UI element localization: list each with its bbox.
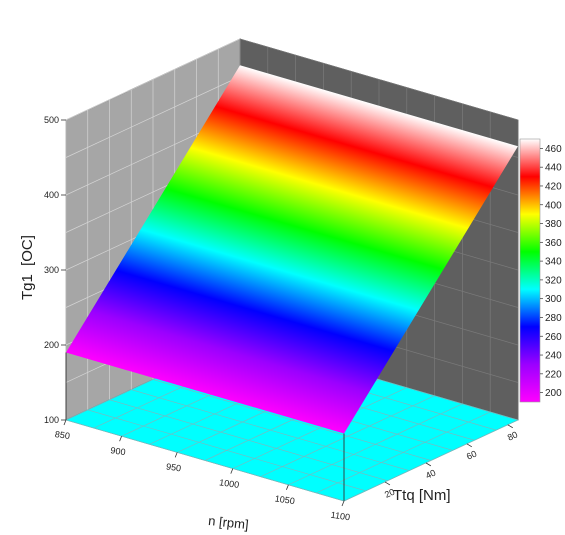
surface-edges (65, 352, 345, 501)
z-tick-label: 500 (44, 115, 59, 125)
z-tick-label: 300 (44, 265, 59, 275)
y-axis-label: Ttq [Nm] (393, 487, 451, 504)
floor-grid-line (152, 379, 432, 461)
temperature-surface (66, 65, 518, 434)
x-tick-label: 850 (54, 429, 70, 441)
x-tick-label: 950 (165, 461, 181, 473)
z-tick-label: 100 (44, 415, 59, 425)
z-tick-label: 200 (44, 340, 59, 350)
colorbar-tick-label: 420 (545, 181, 562, 192)
x-tick-label: 900 (110, 445, 126, 457)
x-tick-mark (286, 484, 289, 490)
floor-grid-line (109, 399, 388, 482)
colorbar-tick-label: 340 (545, 257, 562, 268)
colorbar-tick-label: 400 (545, 200, 562, 211)
colorbar-tick-label: 220 (545, 369, 562, 380)
x-axis-label: n [rpm] (208, 513, 250, 532)
colorbar-tick-label: 200 (545, 388, 562, 399)
colorbar-tick-label: 440 (545, 163, 562, 174)
floor-grid-line (87, 409, 366, 492)
z-axis-label-group: Tg1 [OC] (19, 235, 36, 300)
y-tick-mark (425, 462, 432, 467)
y-tick-mark (384, 481, 391, 486)
x-tick-label: 1000 (219, 477, 240, 490)
z-tick-label: 400 (44, 190, 59, 200)
z-axis-label-main: Tg1 (19, 274, 36, 300)
y-tick-label: 40 (424, 468, 437, 481)
colorbar-tick-label: 280 (545, 313, 562, 324)
x-axis-ticks: 850 900 950 1000 1050 1100 (54, 419, 351, 523)
x-tick-mark (119, 436, 122, 442)
y-axis-ticks: 20 40 60 80 (383, 424, 519, 500)
x-tick-mark (341, 500, 345, 507)
right-wall-grid-line (239, 38, 519, 121)
colorbar-tick-label: 300 (545, 294, 562, 305)
colorbar-tick-label: 320 (545, 275, 562, 286)
colorbar-tick-label: 360 (545, 238, 562, 249)
colorbar-tick-label: 380 (545, 219, 562, 230)
x-tick-mark (63, 419, 67, 426)
y-tick-label: 80 (506, 429, 519, 442)
z-axis-label: Tg1 [OC] (19, 235, 36, 300)
x-tick-label: 1100 (330, 510, 351, 523)
y-tick-mark (507, 424, 513, 429)
floor-grid-line (65, 419, 345, 502)
x-tick-mark (174, 452, 178, 458)
colorbar (519, 138, 541, 403)
z-axis-label-unit: [OC] (19, 235, 36, 266)
x-tick-mark (230, 468, 234, 474)
left-wall-grid-line (65, 38, 241, 121)
colorbar-tick-label: 460 (545, 144, 562, 155)
x-tick-label: 1050 (274, 493, 295, 506)
floor-grid-line (131, 389, 410, 471)
y-tick-label: 20 (383, 487, 396, 500)
y-tick-mark (466, 443, 473, 448)
z-axis-ticks: 100 200 300 400 500 (44, 115, 66, 425)
colorbar-ticks: 200 220 240 260 280 300 320 340 360 380 400 420 440 4… (540, 144, 562, 399)
left-wall-grid-line (65, 76, 241, 158)
colorbar-tick-label: 260 (545, 332, 562, 343)
colorbar-tick-label: 240 (545, 351, 562, 362)
y-tick-label: 60 (465, 448, 478, 461)
